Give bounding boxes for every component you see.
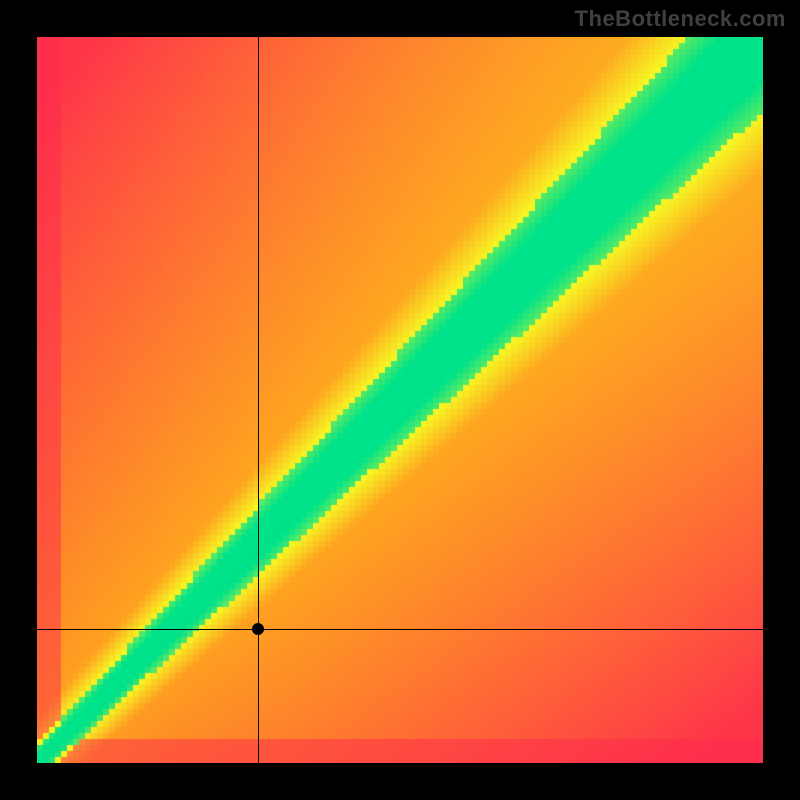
heatmap-canvas bbox=[37, 37, 763, 763]
crosshair-marker bbox=[252, 623, 264, 635]
crosshair-horizontal bbox=[37, 629, 763, 630]
watermark-text: TheBottleneck.com bbox=[575, 6, 786, 32]
crosshair-vertical bbox=[258, 37, 259, 763]
plot-area bbox=[37, 37, 763, 763]
chart-container: TheBottleneck.com bbox=[0, 0, 800, 800]
